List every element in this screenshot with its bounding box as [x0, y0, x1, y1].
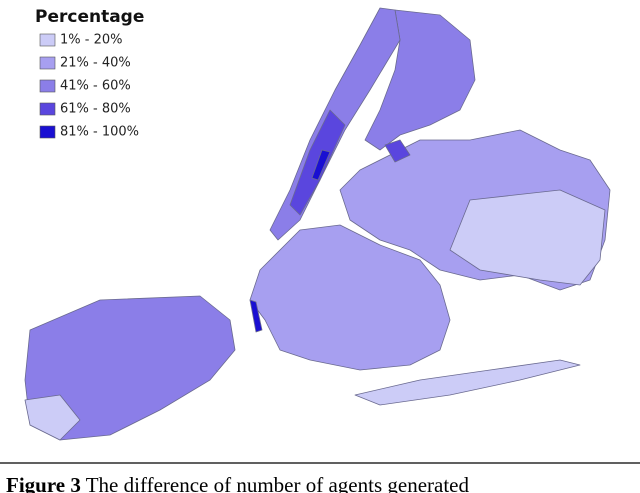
bronx [364, 9, 476, 151]
legend-label: 61% - 80% [60, 102, 131, 117]
legend-swatch [39, 56, 56, 70]
queens-east [449, 189, 606, 286]
legend: Percentage 1% - 20% 21% - 40% 41% - 60% 61%… [35, 7, 144, 140]
legend-label: 41% - 60% [60, 79, 131, 94]
caption-text: The difference of number of agents gener… [86, 473, 470, 493]
bronx-south [384, 139, 411, 163]
legend-swatch [39, 79, 56, 93]
legend-label: 81% - 100% [60, 125, 139, 140]
legend-title: Percentage [35, 7, 144, 27]
caption-label: Figure 3 [6, 473, 81, 493]
legend-swatch [39, 33, 56, 47]
brooklyn-coast [249, 299, 263, 333]
harlem-tract [311, 149, 331, 181]
caption: Figure 3 The difference of number of age… [6, 473, 469, 493]
legend-swatch [39, 102, 56, 116]
rockaway [354, 359, 581, 406]
legend-label: 21% - 40% [60, 56, 131, 71]
map [24, 7, 611, 441]
staten-island-south [24, 394, 81, 441]
legend-label: 1% - 20% [60, 33, 122, 48]
legend-swatch [39, 125, 56, 139]
